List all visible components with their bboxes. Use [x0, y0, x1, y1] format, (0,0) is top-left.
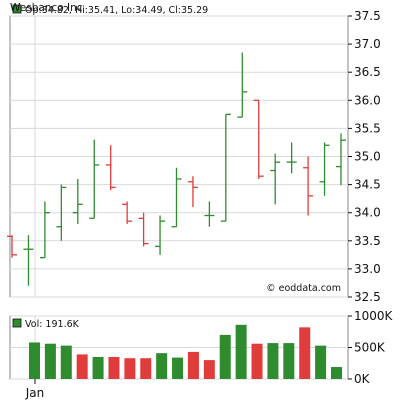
volume-series	[29, 324, 342, 379]
ohlc-bar	[89, 139, 100, 219]
volume-bar	[235, 324, 247, 379]
price-y-tick-label: 35.5	[354, 121, 381, 135]
price-y-tick-label: 33.5	[354, 234, 381, 248]
price-legend-swatch	[12, 4, 22, 14]
price-y-tick-label: 33.0	[354, 262, 381, 276]
x-tick-label-jan: Jan	[25, 386, 45, 400]
volume-legend-swatch	[12, 318, 22, 328]
volume-y-axis: 1000K 500K 0K	[348, 309, 394, 386]
ohlc-bar	[303, 156, 314, 216]
volume-bar	[283, 343, 295, 379]
ohlc-bar	[270, 153, 281, 205]
price-y-tick-label: 32.5	[354, 290, 381, 304]
price-panel: 37.5 37.0 36.5 36.0 35.5 35.0 34.5 34.0 33.5 33.0…	[7, 4, 381, 304]
ohlc-bar	[187, 176, 198, 208]
ohlc-bar	[7, 235, 17, 258]
ohlc-bar	[105, 145, 116, 191]
ohlc-bar	[237, 52, 248, 118]
ohlc-bar	[171, 167, 182, 228]
price-y-tick-label: 34.0	[354, 206, 381, 220]
volume-bar	[299, 327, 311, 379]
volume-bar	[124, 358, 136, 379]
ohlc-bar	[23, 235, 34, 286]
volume-bar	[267, 343, 279, 379]
ohlc-series	[7, 52, 346, 286]
volume-bar	[29, 342, 40, 379]
volume-bar	[187, 351, 199, 379]
volume-y-tick-label: 1000K	[354, 309, 394, 323]
ohlc-bar	[220, 113, 231, 222]
price-y-axis: 37.5 37.0 36.5 36.0 35.5 35.0 34.5 34.0 33.5 33.0…	[348, 9, 381, 304]
x-axis: Jan	[25, 379, 45, 400]
price-y-tick-label: 37.0	[354, 37, 381, 51]
volume-bar	[156, 353, 168, 379]
price-y-tick-label: 34.5	[354, 178, 381, 192]
volume-y-tick-label: 0K	[354, 372, 371, 386]
volume-bar	[60, 345, 72, 379]
volume-bar	[76, 354, 88, 379]
ohlc-bar	[336, 133, 346, 186]
volume-bar	[140, 358, 152, 379]
price-y-tick-label: 35.0	[354, 150, 381, 164]
ohlc-bar	[253, 99, 264, 179]
price-y-tick-label: 37.5	[354, 9, 381, 23]
volume-bar	[172, 357, 184, 379]
ohlc-bar	[319, 142, 330, 196]
ohlc-bar	[286, 142, 297, 174]
price-legend-text: Op:34.82, Hi:35.41, Lo:34.49, Cl:35.29	[25, 5, 208, 16]
volume-bar	[203, 360, 215, 379]
ohlc-bar	[39, 201, 50, 259]
ohlc-bar	[122, 201, 133, 224]
ohlc-bar	[138, 212, 149, 247]
volume-panel: 1000K 500K 0K Vol: 191.6K	[9, 309, 394, 386]
volume-bar	[251, 343, 263, 379]
price-y-tick-label: 36.5	[354, 65, 381, 79]
volume-bar	[331, 367, 342, 379]
price-y-tick-label: 36.0	[354, 93, 381, 107]
volume-bar	[219, 334, 231, 379]
ohlc-bar	[204, 201, 215, 227]
volume-legend-text: Vol: 191.6K	[25, 319, 80, 330]
volume-bar	[92, 356, 104, 379]
volume-bar	[44, 343, 56, 379]
ohlc-bar	[56, 184, 67, 241]
volume-bar	[108, 356, 120, 379]
ohlc-bar	[72, 178, 83, 224]
ohlc-bar	[155, 215, 166, 255]
watermark: © eoddata.com	[266, 283, 341, 294]
volume-y-tick-label: 500K	[354, 341, 386, 355]
chart-title: Wesbanco Inc	[10, 2, 83, 14]
volume-bar	[315, 345, 327, 379]
